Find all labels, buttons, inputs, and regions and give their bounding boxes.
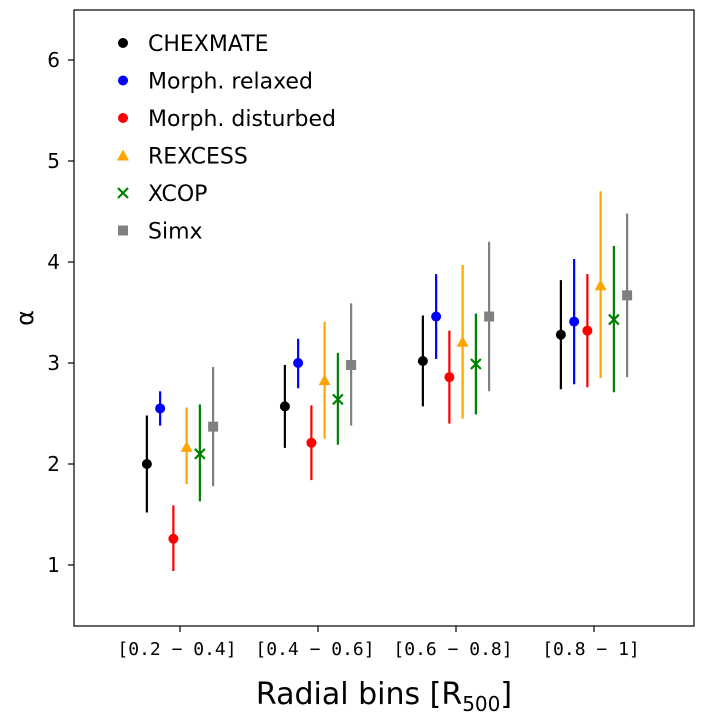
- data-point-stroke: [194, 448, 206, 460]
- data-point: [555, 329, 566, 340]
- data-point-shape: [208, 421, 219, 432]
- x-tick-label: [0.4 − 0.6]: [255, 639, 374, 660]
- legend-marker: [118, 38, 128, 48]
- x-tick-label: [0.6 − 0.8]: [393, 639, 512, 660]
- data-point-stroke: [470, 358, 482, 370]
- data-point: [180, 440, 193, 452]
- data-point-shape: [484, 311, 495, 322]
- data-point: [456, 335, 469, 347]
- data-point: [332, 393, 344, 406]
- legend-marker: [118, 225, 128, 236]
- data-point-shape: [444, 372, 455, 383]
- legend-marker: [118, 113, 128, 123]
- y-tick-label: 3: [47, 351, 60, 375]
- data-point-shape: [318, 374, 331, 386]
- data-point: [141, 459, 152, 469]
- y-tick-label: 5: [47, 149, 60, 173]
- data-point-shape: [456, 335, 469, 347]
- data-point-shape: [622, 290, 633, 301]
- legend-label: Morph. disturbed: [148, 107, 336, 132]
- data-point-stroke: [332, 393, 344, 406]
- legend-label: Morph. relaxed: [148, 70, 313, 95]
- data-point-shape: [346, 360, 357, 371]
- data-point-shape: [306, 437, 317, 448]
- data-point-shape: [293, 358, 304, 368]
- y-tick-label: 6: [47, 48, 60, 72]
- x-tick-label: [0.8 − 1]: [542, 639, 640, 660]
- data-point-shape: [431, 311, 442, 322]
- data-point: [208, 421, 219, 432]
- data-point: [582, 325, 593, 336]
- data-point-shape: [555, 329, 566, 340]
- y-axis-label: α: [11, 310, 39, 326]
- legend-marker-shape: [118, 113, 128, 123]
- data-point: [293, 358, 304, 368]
- legend-marker: [117, 149, 129, 161]
- legend-marker: [117, 187, 129, 199]
- legend-marker-shape: [117, 149, 129, 161]
- data-point: [306, 437, 317, 448]
- legend-marker-shape: [118, 75, 128, 86]
- legend-marker-shape: [118, 38, 128, 48]
- x-axis-label: Radial bins [R500]: [256, 677, 512, 716]
- data-point: [594, 279, 607, 291]
- data-point-shape: [168, 533, 179, 544]
- legend-marker: [118, 75, 128, 86]
- data-point-shape: [155, 403, 166, 414]
- data-point: [431, 311, 442, 322]
- x-tick-label: [0.2 − 0.4]: [117, 639, 236, 660]
- x-axis-label-subscript: 500: [462, 692, 500, 716]
- data-point-shape: [569, 316, 580, 327]
- data-point: [168, 533, 179, 544]
- y-tick-label: 2: [47, 452, 60, 476]
- data-point: [417, 355, 428, 366]
- legend-marker-stroke: [117, 187, 129, 199]
- data-point: [444, 372, 455, 383]
- legend-label: Simx: [148, 220, 203, 245]
- data-point: [279, 401, 290, 412]
- data-point: [318, 374, 331, 386]
- data-point-shape: [582, 325, 593, 336]
- data-point-shape: [594, 279, 607, 291]
- data-point-shape: [141, 459, 152, 469]
- legend-label: REXCESS: [148, 145, 248, 170]
- legend-label: CHEXMATE: [148, 32, 269, 57]
- data-point: [622, 290, 633, 301]
- data-point: [346, 360, 357, 371]
- data-point: [194, 448, 206, 460]
- data-point-shape: [279, 401, 290, 412]
- data-point-shape: [180, 440, 193, 452]
- y-tick-label: 1: [47, 553, 60, 577]
- data-point-stroke: [608, 313, 620, 326]
- x-axis-label-close: ]: [500, 677, 512, 712]
- plot-frame: [73, 9, 695, 627]
- data-point: [608, 313, 620, 326]
- legend-label: XCOP: [148, 182, 207, 207]
- data-point: [484, 311, 495, 322]
- data-point: [155, 403, 166, 414]
- data-point-shape: [417, 355, 428, 366]
- data-point: [569, 316, 580, 327]
- x-axis-label-main: Radial bins [R: [256, 677, 462, 712]
- data-point: [470, 358, 482, 370]
- y-tick-label: 4: [47, 250, 60, 274]
- legend: CHEXMATE Morph. relaxed Morph. disturbed RE…: [117, 32, 336, 245]
- legend-marker-shape: [118, 225, 128, 236]
